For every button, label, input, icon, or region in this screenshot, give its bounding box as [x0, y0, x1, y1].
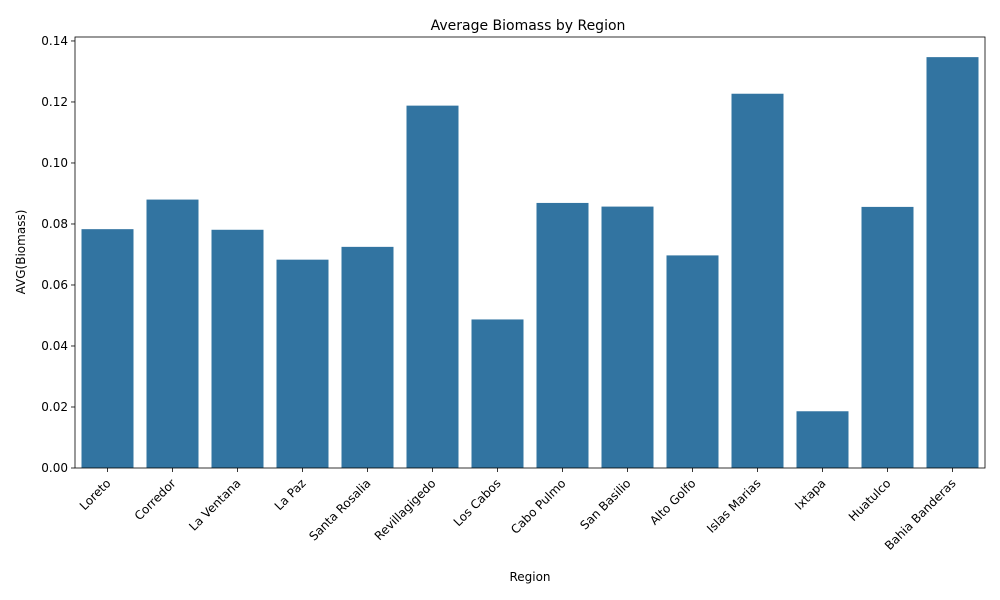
y-tick-label-6: 0.10 [41, 156, 68, 170]
x-axis-label: Region [509, 570, 550, 584]
y-tick-label-4: 0.06 [41, 278, 68, 292]
bar-9 [601, 206, 654, 469]
bar-1 [81, 229, 134, 468]
bars-group [81, 57, 979, 469]
y-tick-label-1: 0.00 [41, 461, 68, 475]
bar-12 [796, 411, 849, 468]
bar-10 [666, 255, 719, 468]
bar-4 [276, 259, 329, 468]
chart-title: Average Biomass by Region [431, 18, 626, 34]
y-tick-label-5: 0.08 [41, 217, 68, 231]
y-tick-label-8: 0.14 [41, 34, 68, 48]
bar-5 [341, 246, 394, 468]
bar-14 [926, 57, 979, 469]
bar-3 [211, 229, 264, 468]
y-tick-label-3: 0.04 [41, 339, 68, 353]
bar-11 [731, 93, 784, 468]
y-axis: 0.00 0.02 0.04 0.06 0.08 0.10 0.12 0.14 [41, 34, 75, 475]
y-tick-label-2: 0.02 [41, 400, 68, 414]
plot-frame [74, 36, 986, 469]
bar-2 [146, 199, 199, 469]
bar-6 [406, 105, 459, 469]
bar-7 [471, 319, 524, 468]
y-tick-label-7: 0.12 [41, 95, 68, 109]
y-axis-label: AVG(Biomass) [14, 210, 28, 295]
bar-13 [861, 206, 914, 468]
bar-8 [536, 202, 589, 468]
